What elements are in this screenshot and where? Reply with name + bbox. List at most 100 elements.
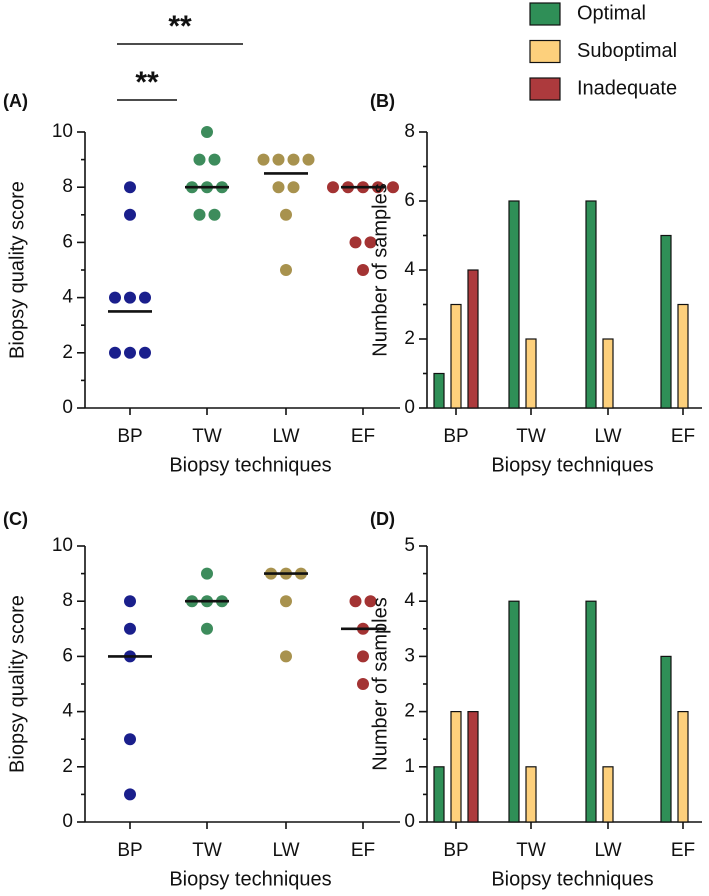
data-point — [257, 153, 270, 166]
data-point — [357, 650, 369, 663]
x-tick-label: BP — [443, 840, 468, 861]
y-tick-label: 2 — [62, 342, 73, 363]
x-tick-label: BP — [443, 426, 468, 447]
y-tick-label: 6 — [62, 231, 73, 252]
y-tick-label: 4 — [404, 590, 415, 611]
y-tick-label: 2 — [404, 701, 415, 722]
x-tick-label: EF — [671, 840, 695, 861]
legend-label: Inadequate — [577, 77, 677, 99]
y-tick-label: 0 — [62, 811, 73, 832]
data-point — [280, 264, 292, 276]
data-point — [327, 181, 339, 194]
panel-label: (C) — [3, 509, 28, 529]
x-tick-label: EF — [671, 426, 695, 447]
bar — [467, 710, 479, 823]
data-point — [201, 622, 213, 635]
x-tick-label: EF — [351, 426, 375, 447]
data-point — [287, 181, 300, 194]
data-point — [208, 208, 221, 221]
panel-label: (D) — [370, 509, 395, 529]
x-tick-label: TW — [192, 426, 222, 447]
data-point — [139, 346, 151, 359]
bar — [677, 710, 689, 823]
data-point — [201, 126, 213, 138]
data-point — [387, 181, 399, 194]
bar — [585, 200, 597, 409]
data-point — [124, 181, 136, 194]
data-point — [124, 733, 136, 746]
data-point — [357, 678, 369, 690]
data-point — [124, 291, 136, 304]
x-tick-label: EF — [351, 840, 375, 861]
data-point — [139, 291, 151, 304]
y-tick-label: 4 — [62, 701, 73, 722]
data-point — [280, 595, 292, 608]
x-axis-label: Biopsy techniques — [169, 454, 331, 476]
data-point — [208, 153, 221, 166]
y-tick-label: 0 — [404, 397, 415, 418]
x-tick-label: LW — [272, 426, 299, 447]
x-tick-label: LW — [272, 840, 299, 861]
y-tick-label: 3 — [404, 645, 415, 666]
y-tick-label: 4 — [62, 287, 73, 308]
data-point — [272, 153, 285, 166]
x-axis-label: Biopsy techniques — [169, 868, 331, 890]
y-tick-label: 6 — [404, 190, 415, 211]
bar — [467, 269, 479, 409]
data-point — [364, 595, 377, 608]
data-point — [364, 236, 377, 249]
legend-swatch — [529, 77, 561, 101]
bar — [508, 600, 520, 823]
x-tick-label: TW — [516, 426, 546, 447]
x-tick-label: LW — [594, 840, 621, 861]
bar — [677, 303, 689, 409]
data-point — [124, 622, 136, 635]
data-point — [124, 346, 136, 359]
data-point — [201, 567, 213, 580]
x-tick-label: BP — [117, 426, 142, 447]
data-point — [124, 595, 136, 608]
bar — [525, 766, 537, 823]
y-tick-label: 10 — [52, 121, 73, 142]
data-point — [124, 788, 136, 801]
bar — [602, 766, 614, 823]
data-point — [109, 346, 121, 359]
bar — [450, 303, 462, 409]
data-point — [124, 208, 136, 221]
bar — [433, 372, 445, 409]
x-tick-label: TW — [516, 840, 546, 861]
bar — [585, 600, 597, 823]
x-axis-label: Biopsy techniques — [491, 868, 653, 890]
significance-label: ** — [168, 10, 192, 43]
legend-swatch — [529, 2, 561, 26]
x-tick-label: TW — [192, 840, 222, 861]
y-tick-label: 8 — [404, 121, 415, 142]
panel-label: (B) — [370, 91, 395, 111]
panel-label: (A) — [3, 91, 28, 111]
y-axis-label: Biopsy quality score — [6, 595, 28, 773]
data-point — [280, 650, 292, 663]
data-point — [193, 208, 206, 221]
y-tick-label: 0 — [404, 811, 415, 832]
data-point — [280, 208, 292, 221]
bar — [525, 338, 537, 409]
y-axis-label: Number of samples — [369, 597, 391, 770]
legend-label: Optimal — [577, 2, 646, 24]
y-tick-label: 1 — [404, 756, 415, 777]
bar — [433, 766, 445, 823]
data-point — [109, 291, 121, 304]
y-tick-label: 10 — [52, 535, 73, 556]
y-axis-label: Number of samples — [369, 183, 391, 356]
y-tick-label: 2 — [62, 756, 73, 777]
bar — [602, 338, 614, 409]
legend-label: Suboptimal — [577, 40, 677, 62]
data-point — [287, 153, 300, 166]
significance-label: ** — [135, 66, 159, 99]
y-tick-label: 8 — [62, 176, 73, 197]
y-axis-label: Biopsy quality score — [6, 181, 28, 359]
x-tick-label: LW — [594, 426, 621, 447]
data-point — [357, 264, 369, 276]
y-tick-label: 2 — [404, 328, 415, 349]
y-tick-label: 5 — [404, 535, 415, 556]
